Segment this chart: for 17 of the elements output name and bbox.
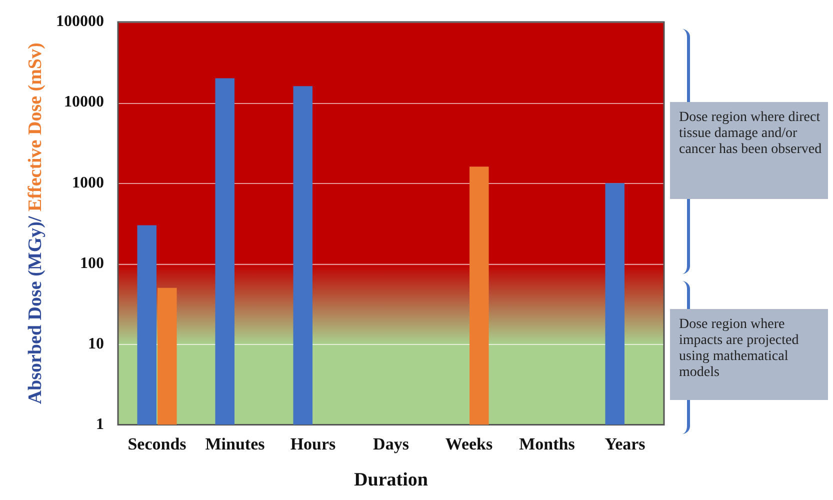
x-tick-label: Hours [290, 434, 336, 454]
x-axis-title: Duration [354, 470, 428, 491]
y-axis-title: Absorbed Dose (MGy)/ Effective Dose (mSv) [24, 42, 46, 404]
y-tick-label: 10000 [64, 94, 104, 111]
x-tick-label: Years [604, 434, 646, 454]
y-tick-label: 1 [96, 416, 104, 433]
x-tick-label: Seconds [128, 434, 187, 454]
x-tick-label: Weeks [445, 434, 493, 454]
y-tick-label: 10 [88, 335, 104, 352]
y-tick-label: 100 [80, 254, 104, 272]
y-tick-label: 1000 [72, 174, 104, 192]
x-tick-label: Days [373, 434, 410, 454]
x-tick-label: Minutes [205, 434, 266, 454]
text: Dose region where direct tissue damage and/or cancer has been observed [670, 102, 828, 199]
y-tick-label: 100000 [56, 13, 104, 30]
text: Dose region where impacts are projected using mathematical models [670, 309, 828, 400]
x-tick-label: Months [519, 434, 576, 454]
